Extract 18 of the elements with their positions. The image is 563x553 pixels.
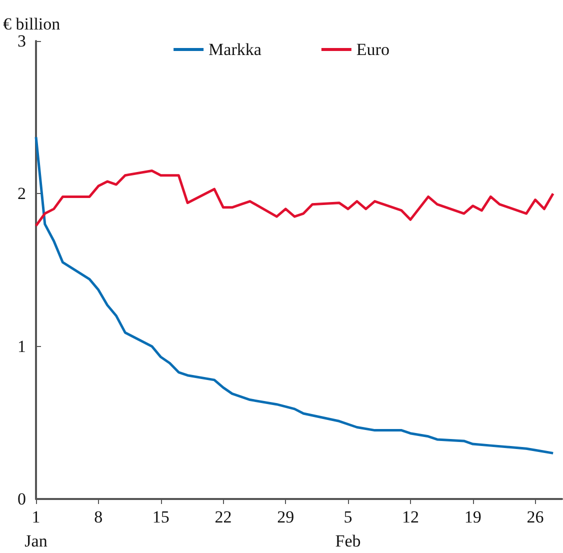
y-tick-label: 1 — [18, 336, 26, 356]
line-series — [34, 136, 554, 454]
legend-label: Markka — [208, 40, 262, 59]
y-tick-label: 0 — [18, 490, 26, 508]
x-tick-label: 26 — [526, 508, 544, 526]
x-tick-label: 12 — [402, 508, 419, 526]
line-series — [34, 170, 554, 227]
legend-label: Euro — [356, 40, 390, 59]
x-tick-label: 8 — [94, 508, 103, 526]
x-tick-label: 29 — [277, 508, 294, 526]
x-tick-label: 19 — [464, 508, 482, 526]
x-tick-label: 5 Feb — [335, 508, 361, 550]
x-tick-label: 22 — [214, 508, 232, 526]
x-tick-label: 1 Jan — [24, 508, 48, 550]
y-tick-label: 3 — [18, 32, 26, 50]
y-tick-label: 2 — [18, 184, 26, 204]
y-axis-title: € billion — [3, 14, 61, 34]
x-tick-label: 15 — [152, 508, 170, 526]
